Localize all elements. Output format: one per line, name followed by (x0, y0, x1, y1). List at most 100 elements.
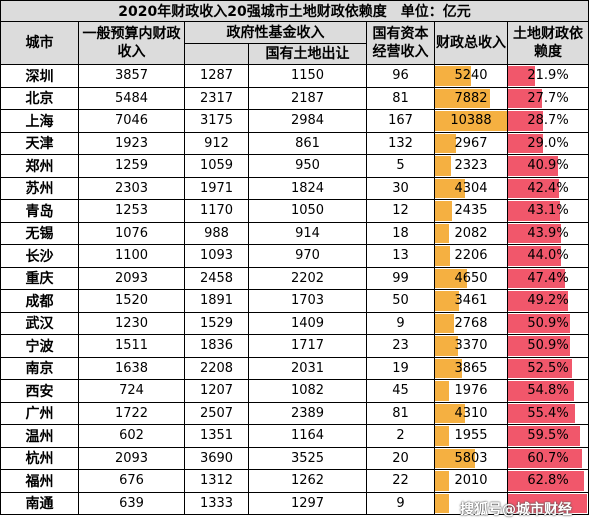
table-row: 杭州 2093 3690 3525 20 5803 60.7% (0, 446, 590, 470)
cell-gov-fund: 1312 (184, 469, 249, 493)
cell-general-budget: 1638 (78, 356, 185, 380)
cell-state-capital-value: 12 (392, 203, 409, 219)
cell-state-capital: 81 (366, 86, 435, 110)
cell-city-value: 郑州 (25, 158, 54, 175)
cell-total-revenue-value: 4304 (454, 180, 488, 196)
cell-total-revenue: 5803 (434, 446, 508, 470)
cell-general-budget-value: 1100 (114, 248, 149, 264)
cell-gov-fund-value: 1971 (199, 180, 234, 196)
cell-state-capital: 50 (366, 289, 435, 313)
cell-land-sale: 3525 (248, 446, 367, 470)
cell-land-sale: 2031 (248, 356, 367, 380)
cell-land-sale: 1824 (248, 176, 367, 200)
table-row: 南京 1638 2208 2031 19 3865 52.5% (0, 356, 590, 380)
cell-state-capital: 23 (366, 334, 435, 358)
cell-land-sale-value: 2187 (290, 90, 325, 106)
cell-city: 苏州 (0, 176, 79, 200)
cell-gov-fund: 2458 (184, 266, 249, 290)
cell-land-sale: 1262 (248, 469, 367, 493)
cell-state-capital-value: 22 (392, 473, 409, 489)
cell-state-capital-value: 13 (392, 248, 409, 264)
cell-land-dependency-value: 44.0% (527, 248, 569, 264)
cell-gov-fund: 2208 (184, 356, 249, 380)
cell-gov-fund: 2507 (184, 401, 249, 425)
cell-city-value: 南通 (25, 496, 54, 513)
total-revenue-bar (435, 403, 465, 423)
cell-total-revenue: 2206 (434, 244, 508, 268)
cell-state-capital: 20 (366, 446, 435, 470)
cell-total-revenue (434, 491, 508, 515)
cell-state-capital: 2 (366, 424, 435, 448)
cell-general-budget-value: 2093 (114, 270, 149, 286)
cell-land-dependency-value: 28.7% (527, 113, 569, 129)
cell-state-capital: 22 (366, 469, 435, 493)
header-city: 城市 (0, 21, 79, 65)
total-revenue-bar (435, 291, 459, 311)
cell-city: 上海 (0, 109, 79, 133)
cell-city: 天津 (0, 131, 79, 155)
cell-general-budget-value: 7046 (114, 113, 149, 129)
cell-general-budget: 1100 (78, 244, 185, 268)
cell-general-budget-value: 5484 (114, 90, 149, 106)
dependency-bar (508, 313, 570, 333)
cell-general-budget-value: 602 (119, 428, 144, 444)
cell-general-budget-value: 1638 (114, 360, 149, 376)
cell-city-value: 重庆 (25, 271, 54, 288)
cell-land-sale: 2187 (248, 86, 367, 110)
table-row: 深圳 3857 1287 1150 96 5240 21.9% (0, 64, 590, 88)
cell-gov-fund: 988 (184, 221, 249, 245)
cell-city-value: 北京 (25, 91, 54, 108)
cell-land-sale: 1164 (248, 424, 367, 448)
cell-state-capital-value: 9 (396, 315, 405, 331)
cell-gov-fund-value: 3690 (199, 450, 234, 466)
cell-city-value: 成都 (25, 293, 54, 310)
cell-state-capital-value: 96 (392, 68, 409, 84)
cell-land-dependency-value: 59.5% (527, 428, 569, 444)
cell-general-budget-value: 1230 (114, 315, 149, 331)
cell-land-sale: 1082 (248, 379, 367, 403)
cell-land-sale: 950 (248, 154, 367, 178)
cell-gov-fund-value: 1529 (199, 315, 234, 331)
table-row: 青岛 1253 1170 1050 12 2435 43.1% (0, 199, 590, 223)
cell-land-sale: 970 (248, 244, 367, 268)
cell-total-revenue-value: 1955 (454, 428, 488, 444)
cell-land-sale-value: 950 (295, 158, 320, 174)
total-revenue-bar (435, 223, 450, 243)
cell-state-capital-value: 18 (392, 225, 409, 241)
cell-city: 西安 (0, 379, 79, 403)
cell-city: 成都 (0, 289, 79, 313)
cell-city-value: 青岛 (25, 203, 54, 220)
table-row: 苏州 2303 1971 1824 30 4304 42.4% (0, 176, 590, 200)
cell-state-capital: 45 (366, 379, 435, 403)
total-revenue-bar (435, 471, 449, 491)
cell-gov-fund: 3175 (184, 109, 249, 133)
cell-total-revenue-value: 5240 (454, 68, 488, 84)
total-revenue-bar (435, 156, 452, 176)
cell-total-revenue-value: 2206 (454, 248, 488, 264)
header-land-dependency: 土地财政依赖度 (506, 21, 590, 65)
dependency-bar (508, 88, 542, 108)
cell-total-revenue: 4304 (434, 176, 508, 200)
cell-city: 福州 (0, 469, 79, 493)
cell-gov-fund: 912 (184, 131, 249, 155)
dependency-bar (508, 403, 576, 423)
cell-land-sale: 914 (248, 221, 367, 245)
cell-city-value: 南京 (25, 361, 54, 378)
cell-land-dependency-value: 52.5% (527, 360, 569, 376)
cell-land-sale-value: 2389 (290, 405, 325, 421)
cell-city: 重庆 (0, 266, 79, 290)
cell-land-dependency-value: 21.9% (527, 68, 569, 84)
table-row: 武汉 1230 1529 1409 9 2768 50.9% (0, 311, 590, 335)
cell-state-capital-value: 2 (396, 428, 405, 444)
cell-gov-fund-value: 912 (204, 135, 229, 151)
table-row: 北京 5484 2317 2187 81 7882 27.7% (0, 86, 590, 110)
cell-gov-fund: 1059 (184, 154, 249, 178)
dependency-bar (508, 358, 572, 378)
total-revenue-bar (435, 178, 465, 198)
cell-city: 深圳 (0, 64, 79, 88)
cell-state-capital: 96 (366, 64, 435, 88)
cell-total-revenue-value: 2323 (454, 158, 488, 174)
cell-land-sale: 1150 (248, 64, 367, 88)
cell-total-revenue: 2323 (434, 154, 508, 178)
cell-land-dependency-value: 47.4% (527, 270, 569, 286)
